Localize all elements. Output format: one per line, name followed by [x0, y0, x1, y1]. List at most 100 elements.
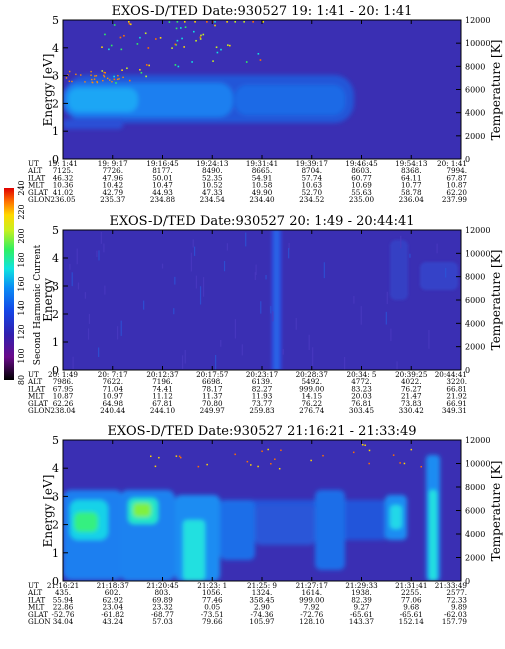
count-dot — [206, 21, 208, 23]
count-dot — [202, 33, 205, 36]
count-dot — [234, 21, 236, 23]
table-cell: 10.36 — [53, 181, 74, 190]
count-dot — [352, 451, 355, 454]
count-dot — [310, 459, 312, 462]
count-dot — [192, 30, 195, 33]
y2-axis-label: Temperature [K] — [489, 40, 503, 141]
table-cell: 77.06 — [401, 595, 422, 604]
count-dot — [104, 72, 107, 74]
count-dot — [154, 465, 157, 468]
count-dot — [392, 454, 395, 456]
count-dot — [116, 78, 119, 81]
table-cell: 2577. — [446, 588, 467, 597]
table-cell: -52.76 — [51, 610, 74, 619]
count-dot — [177, 65, 180, 68]
table-cell: 10.52 — [202, 181, 223, 190]
count-dot — [123, 34, 125, 37]
table-cell: 76.81 — [351, 399, 372, 408]
table-cell: 10.42 — [102, 181, 123, 190]
count-dot — [68, 70, 71, 73]
spectrogram-intensity — [63, 444, 440, 581]
y-tick-label: 3 — [52, 490, 59, 503]
count-dot — [280, 449, 282, 452]
count-dot — [270, 463, 272, 465]
table-cell: 235.37 — [100, 195, 126, 204]
colorbar-tick-label: 140 — [17, 300, 26, 315]
table-cell: 73.83 — [401, 399, 422, 408]
noise-streak — [116, 326, 119, 340]
count-dot — [257, 465, 259, 468]
table-cell: 237.99 — [442, 195, 468, 204]
table-cell: 20:17:57 — [196, 370, 229, 379]
noise-streak — [202, 277, 205, 297]
row-label: ALT — [27, 588, 42, 597]
panel-title: EXOS-D/TED Date:930527 21:16:21 - 21:33:… — [107, 424, 416, 439]
noise-streak — [400, 235, 402, 249]
colorbar-tick-label: 180 — [17, 252, 26, 267]
count-dot — [155, 38, 157, 40]
count-dot — [102, 79, 104, 82]
noise-streak — [390, 328, 392, 342]
table-cell: 41.02 — [53, 188, 74, 197]
count-dot — [168, 21, 171, 23]
table-cell: 62.26 — [53, 399, 74, 408]
table-cell: 20: 1:41 — [437, 159, 467, 168]
count-dot — [93, 78, 96, 80]
count-dot — [68, 80, 71, 82]
noise-streak — [184, 349, 186, 364]
count-dot — [368, 462, 370, 465]
table-cell: 152.14 — [399, 617, 425, 626]
table-cell: 20:39:25 — [395, 370, 428, 379]
y2-tick-label: 8000 — [465, 483, 485, 492]
y2-tick-label: 8000 — [465, 62, 485, 71]
y-tick-label: 5 — [52, 224, 59, 237]
noise-streak — [385, 311, 387, 325]
noise-streak — [282, 349, 284, 355]
count-dot — [176, 39, 179, 42]
noise-streak — [120, 320, 122, 336]
noise-streak — [195, 275, 197, 289]
y-tick-label: 0 — [52, 153, 59, 166]
table-cell: 57.03 — [152, 617, 173, 626]
y-tick-label: 1 — [52, 125, 59, 138]
count-dot — [226, 21, 228, 23]
count-dot — [261, 450, 263, 453]
sparse-counts — [150, 444, 422, 470]
count-dot — [144, 32, 147, 35]
count-dot — [128, 22, 131, 25]
noise-streak — [71, 272, 73, 287]
count-dot — [257, 52, 260, 55]
table-cell: 64.98 — [102, 399, 123, 408]
table-cell: 73.77 — [252, 399, 273, 408]
y-tick-label: 2 — [52, 97, 59, 110]
count-dot — [92, 81, 94, 84]
count-dot — [139, 36, 141, 39]
table-cell: 5492. — [301, 377, 322, 386]
y2-tick-label: 6000 — [465, 507, 485, 516]
table-cell: 10.63 — [301, 181, 322, 190]
table-cell: 19:54:13 — [395, 159, 428, 168]
noise-streak — [226, 243, 228, 251]
y2-tick-label: 12000 — [465, 226, 490, 235]
count-dot — [175, 27, 178, 30]
colorbar-tick-label: 100 — [17, 348, 26, 363]
noise-streak — [88, 313, 91, 324]
noise-streak — [260, 301, 262, 314]
table-cell: 21:27:17 — [296, 581, 329, 590]
y2-tick-label: 8000 — [465, 273, 485, 282]
count-dot — [108, 48, 110, 51]
y-tick-label: 3 — [52, 280, 59, 293]
table-cell: 349.31 — [442, 406, 467, 415]
count-dot — [191, 61, 193, 63]
count-dot — [215, 46, 218, 49]
count-dot — [94, 75, 96, 77]
table-cell: 34.04 — [53, 617, 74, 626]
table-cell: 435. — [55, 588, 71, 597]
noise-streak — [87, 328, 90, 340]
table-cell: 7622. — [102, 377, 123, 386]
y2-tick-label: 12000 — [465, 16, 490, 25]
count-dot — [145, 64, 148, 66]
spectrogram-intensity — [69, 230, 458, 370]
